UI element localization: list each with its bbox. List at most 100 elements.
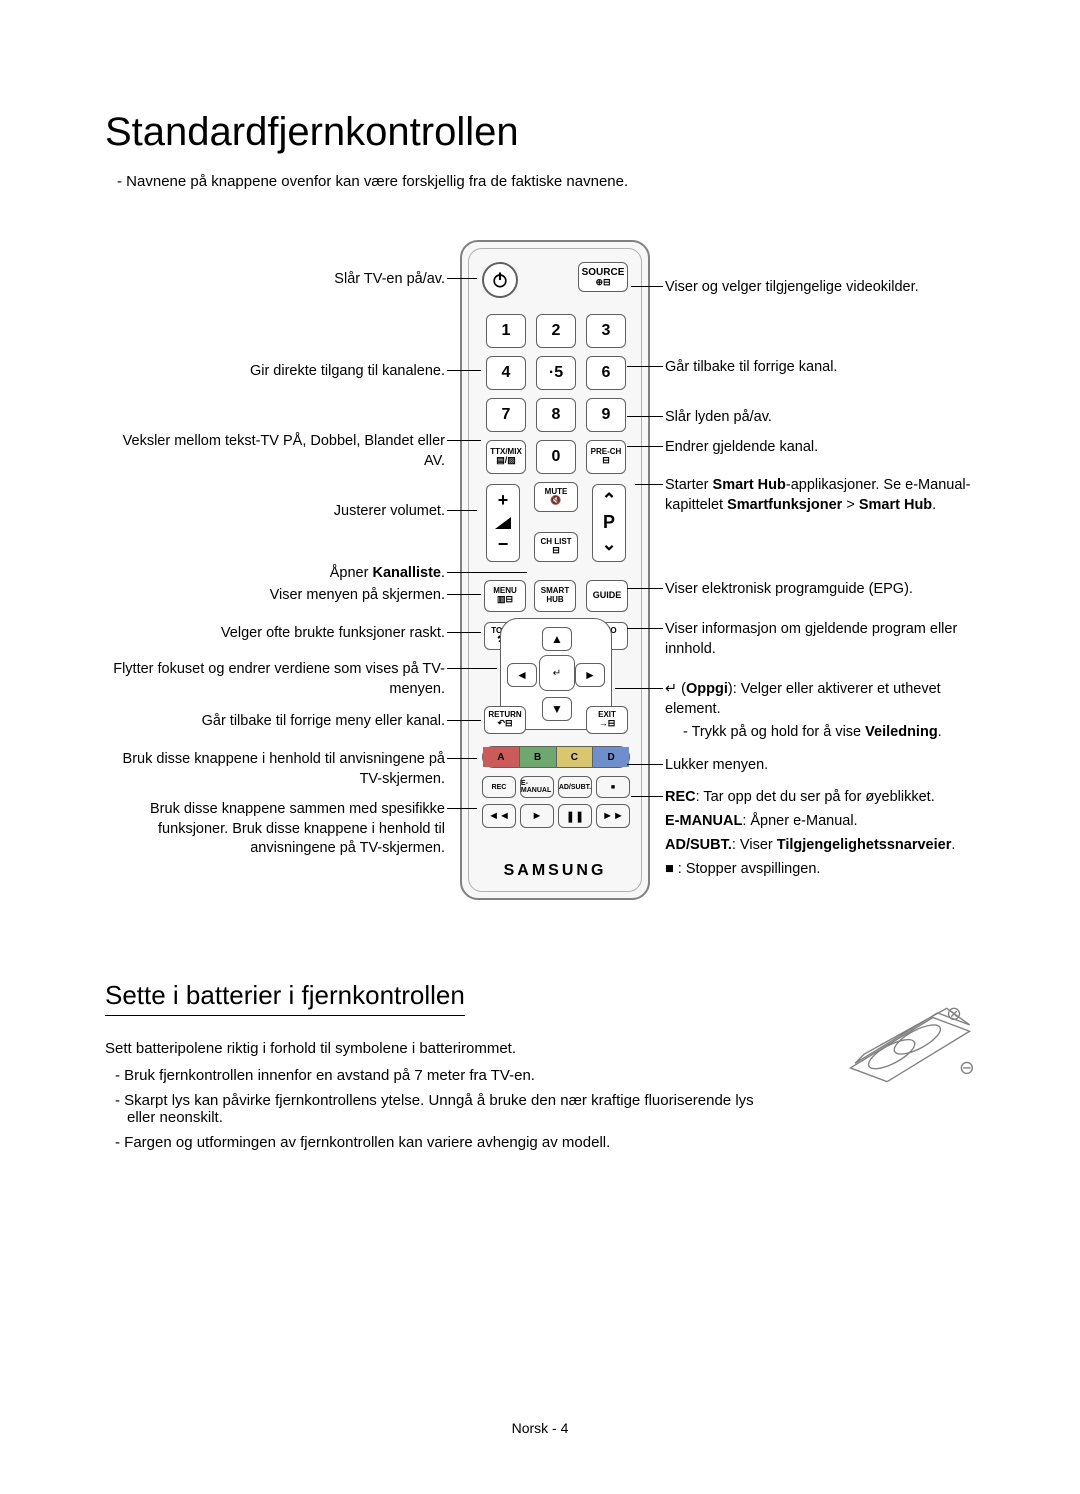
- label-smarthub: Starter Smart Hub-applikasjoner. Se e-Ma…: [665, 476, 975, 515]
- btn-a: A: [483, 747, 520, 767]
- section2-p1: Sett batteripolene riktig i forhold til …: [105, 1040, 765, 1057]
- func-row: REC E-MANUAL AD/SUBT. ■: [482, 776, 630, 798]
- play-row: ◄◄ ► ❚❚ ►►: [482, 804, 630, 828]
- leader-smarthub: [635, 484, 663, 485]
- power-button: [482, 262, 518, 298]
- num-2: 2: [536, 314, 576, 348]
- label-abcd: Bruk disse knappene i henhold til anvisn…: [105, 750, 445, 789]
- dpad-left: ◄: [507, 663, 537, 687]
- return-button: RETURN ↶⊟: [484, 706, 526, 734]
- menu-icon: ▥⊟: [497, 595, 513, 605]
- btn-b: B: [520, 747, 557, 767]
- exit-icon: →⊟: [599, 719, 616, 729]
- label-changech: Endrer gjeldende kanal.: [665, 438, 975, 458]
- oppgi-sub-b: Veiledning: [865, 724, 938, 740]
- remote-diagram: SOURCE ⊕⊟ 1 2 3 4 ·5 6 7 8 9 TTX/MIX ▤/▨…: [105, 240, 975, 920]
- remote-body: SOURCE ⊕⊟ 1 2 3 4 ·5 6 7 8 9 TTX/MIX ▤/▨…: [460, 240, 650, 900]
- source-button: SOURCE ⊕⊟: [578, 262, 628, 292]
- intro-note: Navnene på knappene ovenfor kan være for…: [117, 173, 975, 190]
- ch-down-icon: ⌄: [601, 535, 616, 555]
- section2-heading: Sette i batterier i fjernkontrollen: [105, 980, 465, 1016]
- rec-t: : Tar opp det du ser på for øyeblikket.: [696, 789, 935, 805]
- adsubt-button: AD/SUBT.: [558, 776, 592, 798]
- section2-li3: Fargen og utformingen av fjernkontrollen…: [105, 1134, 765, 1151]
- em-b: E-MANUAL: [665, 813, 742, 829]
- emanual-button: E-MANUAL: [520, 776, 554, 798]
- return-icon: ↶⊟: [497, 719, 512, 729]
- sh-f: Smart Hub: [859, 497, 932, 513]
- source-icon: ⊕⊟: [595, 278, 610, 288]
- leader-prevch: [627, 366, 663, 367]
- label-adsubt: AD/SUBT.: Viser Tilgjengelighetssnarveie…: [665, 836, 985, 856]
- num-5: ·5: [536, 356, 576, 390]
- ch-p-label: P: [603, 513, 615, 533]
- leader-volume: [447, 510, 477, 511]
- label-emanual: E-MANUAL: Åpner e-Manual.: [665, 812, 975, 832]
- leader-changech: [627, 446, 663, 447]
- oppgi-sub-p: .: [938, 724, 942, 740]
- leader-bottom: [447, 808, 477, 809]
- menu-button: MENU ▥⊟: [484, 580, 526, 612]
- leader-guide: [627, 588, 663, 589]
- kanalliste-bold: Kanalliste: [372, 565, 441, 581]
- prech-icon: ⊟: [602, 456, 610, 466]
- battery-section: Sette i batterier i fjernkontrollen Sett…: [105, 980, 975, 1151]
- ad-t: : Viser: [732, 837, 777, 853]
- label-focus: Flytter fokuset og endrer verdiene som v…: [105, 660, 445, 699]
- chlist-button: CH LIST ⊟: [534, 532, 578, 562]
- leader-info: [627, 628, 663, 629]
- page-title: Standardfjernkontrollen: [105, 110, 975, 155]
- label-bottom: Bruk disse knappene sammen med spesifikk…: [105, 800, 445, 859]
- ttx-icon: ▤/▨: [496, 456, 516, 466]
- sh-d: Smartfunksjoner: [727, 497, 842, 513]
- pause-button: ❚❚: [558, 804, 592, 828]
- exit-button: EXIT →⊟: [586, 706, 628, 734]
- mute-button: MUTE 🔇: [534, 482, 578, 512]
- num-6: 6: [586, 356, 626, 390]
- vol-minus: −: [498, 535, 509, 555]
- kanalliste-pre: Åpner: [330, 565, 373, 581]
- oppgi-sub-t: Trykk på og hold for å vise: [692, 724, 866, 740]
- label-rec: REC: Tar opp det du ser på for øyeblikke…: [665, 788, 985, 808]
- dpad-right: ►: [575, 663, 605, 687]
- battery-illustration: [835, 990, 985, 1100]
- channel-rocker: ⌃ P ⌄: [592, 484, 626, 562]
- ad-b: AD/SUBT.: [665, 837, 732, 853]
- oppgi-pre: ↵ (: [665, 681, 686, 697]
- leader-ttx: [447, 440, 481, 441]
- num-0: 0: [536, 440, 576, 474]
- leader-source: [631, 286, 663, 287]
- prech-button: PRE-CH ⊟: [586, 440, 626, 474]
- btn-d: D: [593, 747, 629, 767]
- btn-c: C: [557, 747, 594, 767]
- num-1: 1: [486, 314, 526, 348]
- dpad-ok: ↵: [539, 655, 575, 691]
- play-button: ►: [520, 804, 554, 828]
- smarthub-l2: HUB: [546, 596, 563, 605]
- num-8: 8: [536, 398, 576, 432]
- guide-button: GUIDE: [586, 580, 628, 612]
- section2-li1: Bruk fjernkontrollen innenfor en avstand…: [105, 1067, 765, 1084]
- label-ttx: Veksler mellom tekst-TV PÅ, Dobbel, Blan…: [105, 432, 445, 471]
- ff-button: ►►: [596, 804, 630, 828]
- label-prevch: Går tilbake til forrige kanal.: [665, 358, 975, 378]
- power-icon: [490, 270, 510, 290]
- rew-button: ◄◄: [482, 804, 516, 828]
- mute-icon: 🔇: [550, 496, 561, 506]
- leader-oppgi: [615, 688, 663, 689]
- volume-rocker: + −: [486, 484, 520, 562]
- label-volume: Justerer volumet.: [105, 502, 445, 522]
- stop-button: ■: [596, 776, 630, 798]
- label-mute: Slår lyden på/av.: [665, 408, 975, 428]
- label-exit: Lukker menyen.: [665, 756, 975, 776]
- label-menu: Viser menyen på skjermen.: [105, 586, 445, 606]
- num-4: 4: [486, 356, 526, 390]
- leader-tools: [447, 632, 481, 633]
- label-power: Slår TV-en på/av.: [105, 270, 445, 290]
- num-3: 3: [586, 314, 626, 348]
- em-t: : Åpner e-Manual.: [742, 813, 857, 829]
- chlist-icon: ⊟: [552, 546, 560, 556]
- sh-e: >: [842, 497, 859, 513]
- sh-a: Starter: [665, 477, 713, 493]
- vol-plus: +: [498, 491, 509, 511]
